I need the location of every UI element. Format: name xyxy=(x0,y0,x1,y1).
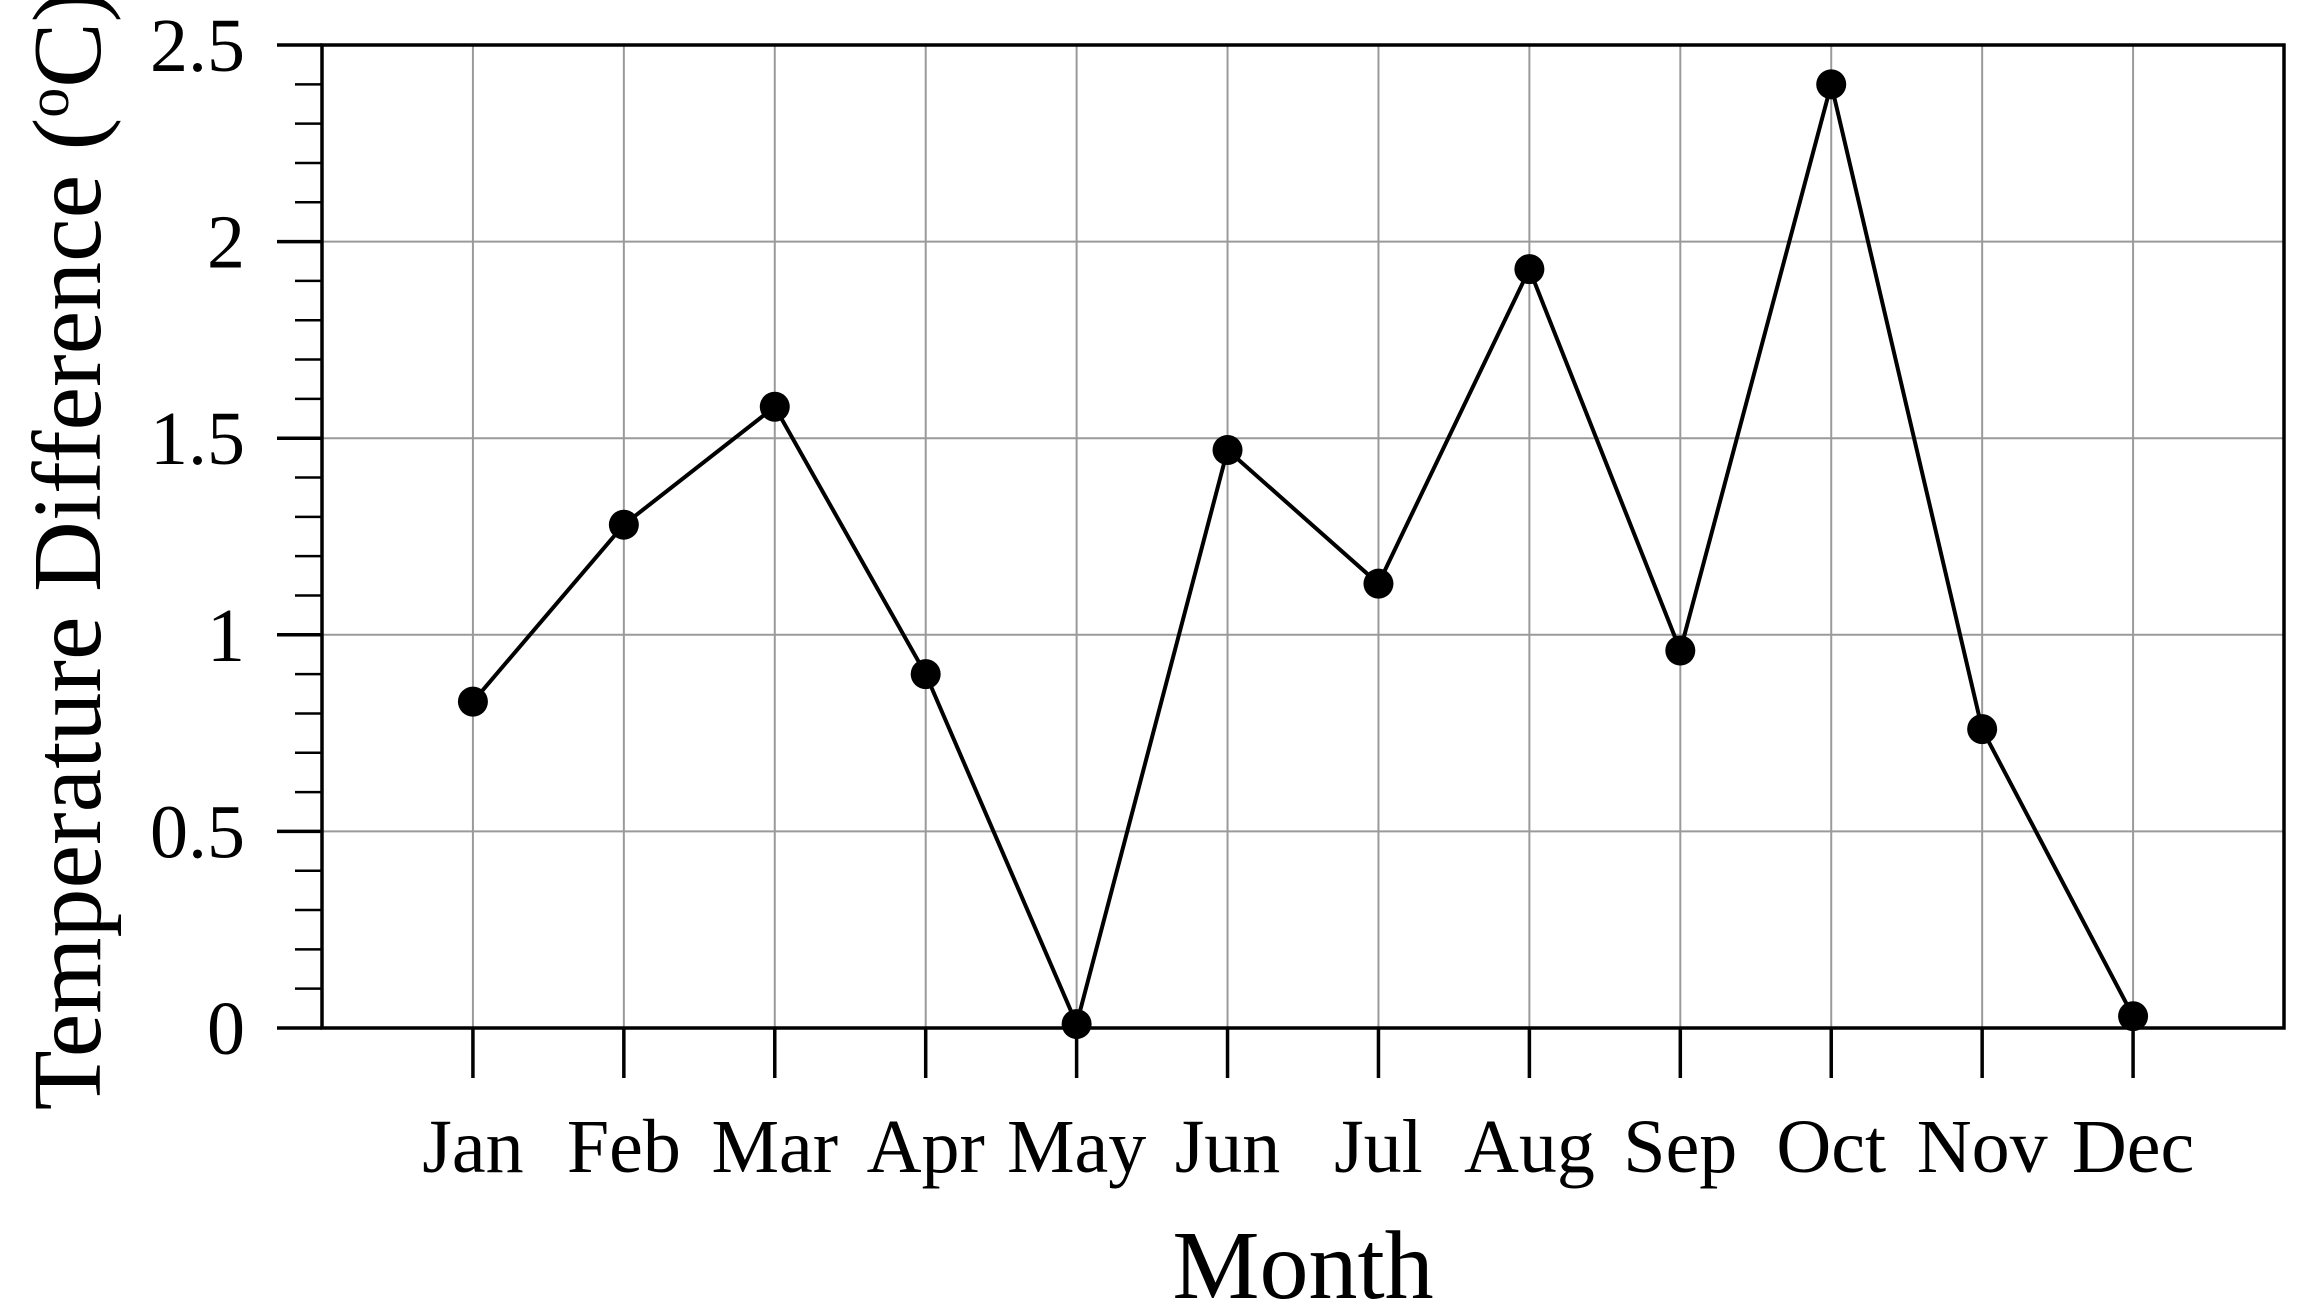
y-tick-label: 2 xyxy=(207,201,245,285)
x-tick-label: Jun xyxy=(1175,1105,1281,1189)
y-tick-label: 1.5 xyxy=(150,397,245,481)
x-tick-label: Dec xyxy=(2072,1105,2194,1189)
data-point-mar xyxy=(759,391,790,422)
data-point-jan xyxy=(457,686,488,717)
y-tick-label: 1 xyxy=(207,594,245,678)
x-tick-label: Jan xyxy=(422,1105,523,1189)
data-point-oct xyxy=(1816,69,1847,100)
plot-border xyxy=(320,43,2286,1030)
x-axis-title: Month xyxy=(1172,1212,1433,1310)
data-point-sep xyxy=(1665,635,1696,666)
y-tick-label: 2.5 xyxy=(150,4,245,88)
data-point-feb xyxy=(608,509,639,540)
y-tick-label: 0 xyxy=(207,987,245,1071)
y-axis-title: Temperature Difference (oC) xyxy=(14,0,122,1110)
data-point-jul xyxy=(1363,568,1394,599)
x-tick-label: Sep xyxy=(1623,1105,1737,1189)
x-tick-label: Mar xyxy=(711,1105,838,1189)
x-tick-label: Aug xyxy=(1464,1105,1595,1189)
x-tick-label: Feb xyxy=(567,1105,681,1189)
x-tick-label: May xyxy=(1007,1105,1146,1189)
x-tick-label: Oct xyxy=(1776,1105,1886,1189)
y-axis-title-unit: C) xyxy=(14,0,122,88)
data-point-jun xyxy=(1212,434,1243,465)
y-axis-title-text: Temperature Difference ( xyxy=(14,118,122,1111)
data-point-dec xyxy=(2118,1001,2149,1032)
data-point-may xyxy=(1061,1009,1092,1040)
data-point-apr xyxy=(910,659,941,690)
y-tick-label: 0.5 xyxy=(150,790,245,874)
data-line xyxy=(471,83,2135,1031)
data-point-nov xyxy=(1967,714,1998,745)
x-tick-label: Jul xyxy=(1334,1105,1423,1189)
data-point-aug xyxy=(1514,254,1545,285)
x-tick-label: Apr xyxy=(867,1105,985,1189)
x-tick-label: Nov xyxy=(1917,1105,2048,1189)
degree-superscript: o xyxy=(15,88,81,118)
